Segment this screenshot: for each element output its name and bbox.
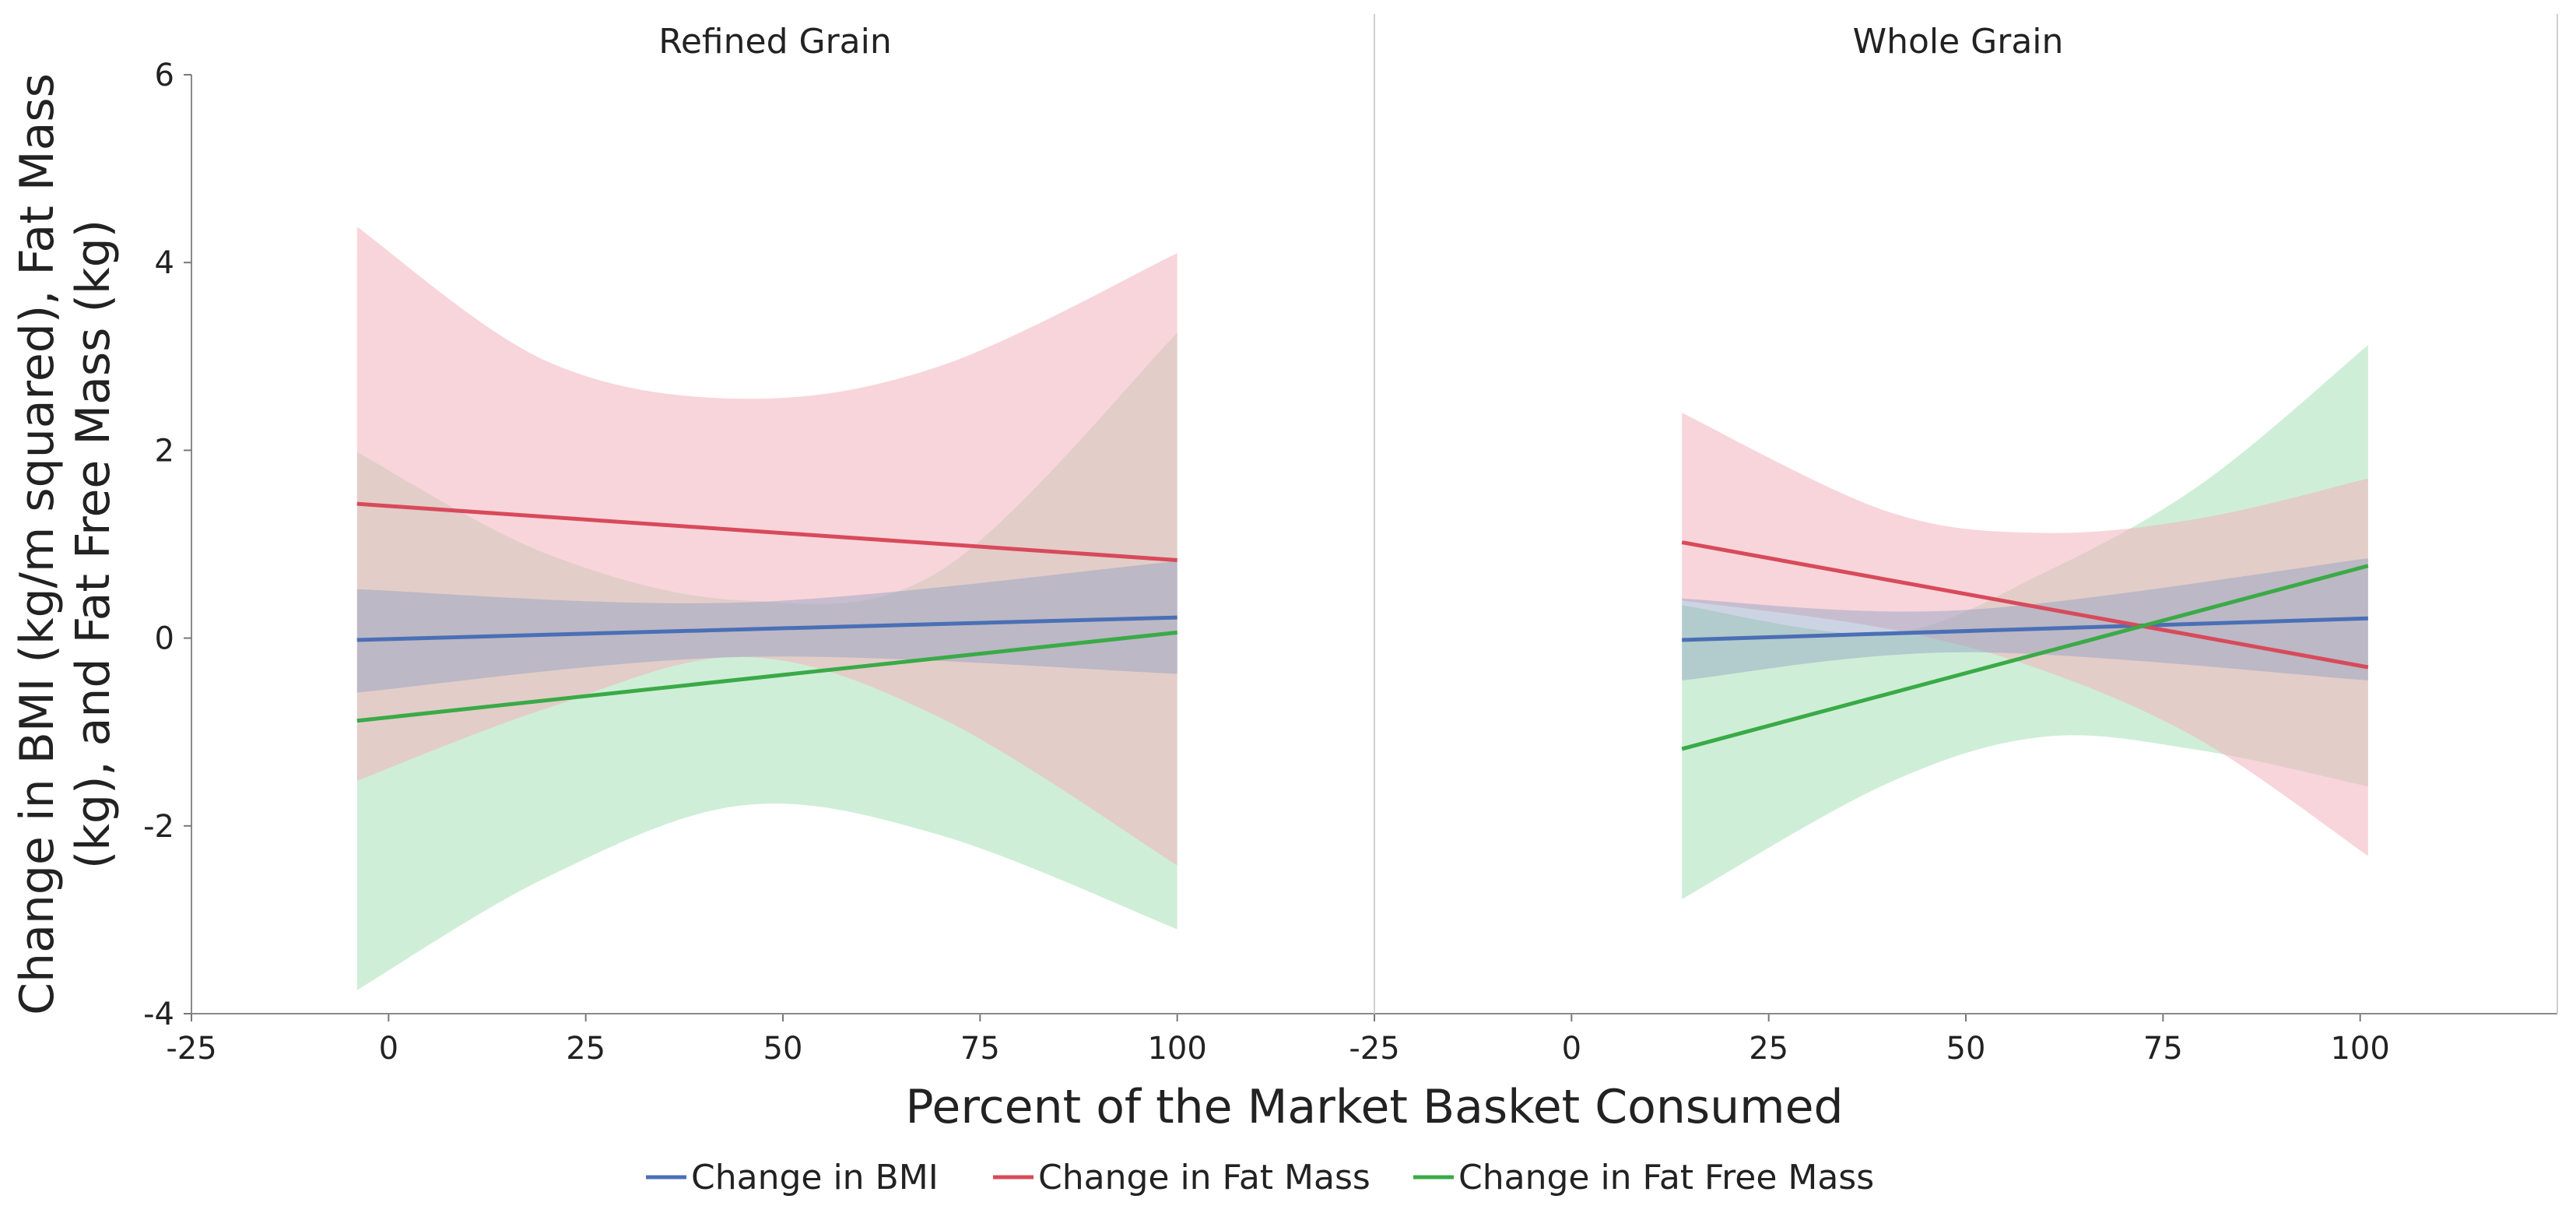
refined-grain-x-tick-label: 0 [379,1031,398,1067]
whole-grain-x-tick-label: -25 [1349,1031,1399,1067]
whole-grain-fat-free-mass-line [1681,564,2369,751]
refined-grain-fat-mass-line [356,501,1177,562]
whole-grain-x-tick-label: 50 [1946,1031,1986,1067]
y-tick-label: 0 [155,621,174,657]
whole-grain-fat-mass-line [1681,540,2369,670]
legend-item: Change in Fat Free Mass [1413,1158,1874,1197]
y-tick-label: 6 [155,58,174,93]
axes-layer [184,14,2558,1021]
y-axis-title-line-1: Change in BMI (kg/m squared), Fat Mass [10,73,65,1015]
whole-grain-bmi-line [1682,616,2368,642]
y-tick-label: -2 [143,809,174,845]
legend-label: Change in BMI [691,1158,939,1197]
whole-grain-x-tick-label: 25 [1749,1031,1788,1067]
whole-grain-fat-mass-confidence-band [1682,413,2368,856]
refined-grain-x-tick-label: 50 [763,1031,803,1067]
refined-grain-x-tick-label: 100 [1147,1031,1206,1067]
y-tick-label: 4 [155,245,174,281]
refined-grain-x-tick-label: 25 [566,1031,605,1067]
legend-label: Change in Fat Mass [1038,1158,1370,1197]
y-tick-label: 2 [155,433,174,469]
whole-grain-x-tick-label: 75 [2143,1031,2183,1067]
whole-grain-x-tick-label: 100 [2330,1031,2389,1067]
x-axis-title: Percent of the Market Basket Consumed [905,1080,1843,1134]
y-axis-title-line-2: (kg), and Fat Free Mass (kg) [66,220,121,869]
legend-item: Change in BMI [646,1158,939,1197]
whole-grain-panel-title: Whole Grain [1853,22,2064,62]
refined-grain-x-tick-label: 75 [960,1031,1000,1067]
refined-grain-panel-title: Refined Grain [658,22,892,62]
y-tick-label: -4 [143,997,174,1032]
refined-grain-bmi-line [356,615,1177,642]
refined-grain-fat-free-mass-confidence-band [356,332,1177,990]
confidence-bands-layer [356,227,2368,990]
refined-grain-fat-free-mass-line [356,630,1177,723]
refined-grain-x-tick-label: -25 [166,1031,216,1067]
legend-label: Change in Fat Free Mass [1458,1158,1874,1197]
legend-item: Change in Fat Mass [993,1158,1370,1197]
trend-lines-layer [356,501,2369,751]
legend: Change in BMI Change in Fat Mass Change in… [646,1158,1874,1197]
refined-grain-fat-mass-confidence-band [356,227,1177,866]
whole-grain-bmi-confidence-band [1682,558,2368,680]
whole-grain-x-tick-label: 0 [1562,1031,1581,1067]
